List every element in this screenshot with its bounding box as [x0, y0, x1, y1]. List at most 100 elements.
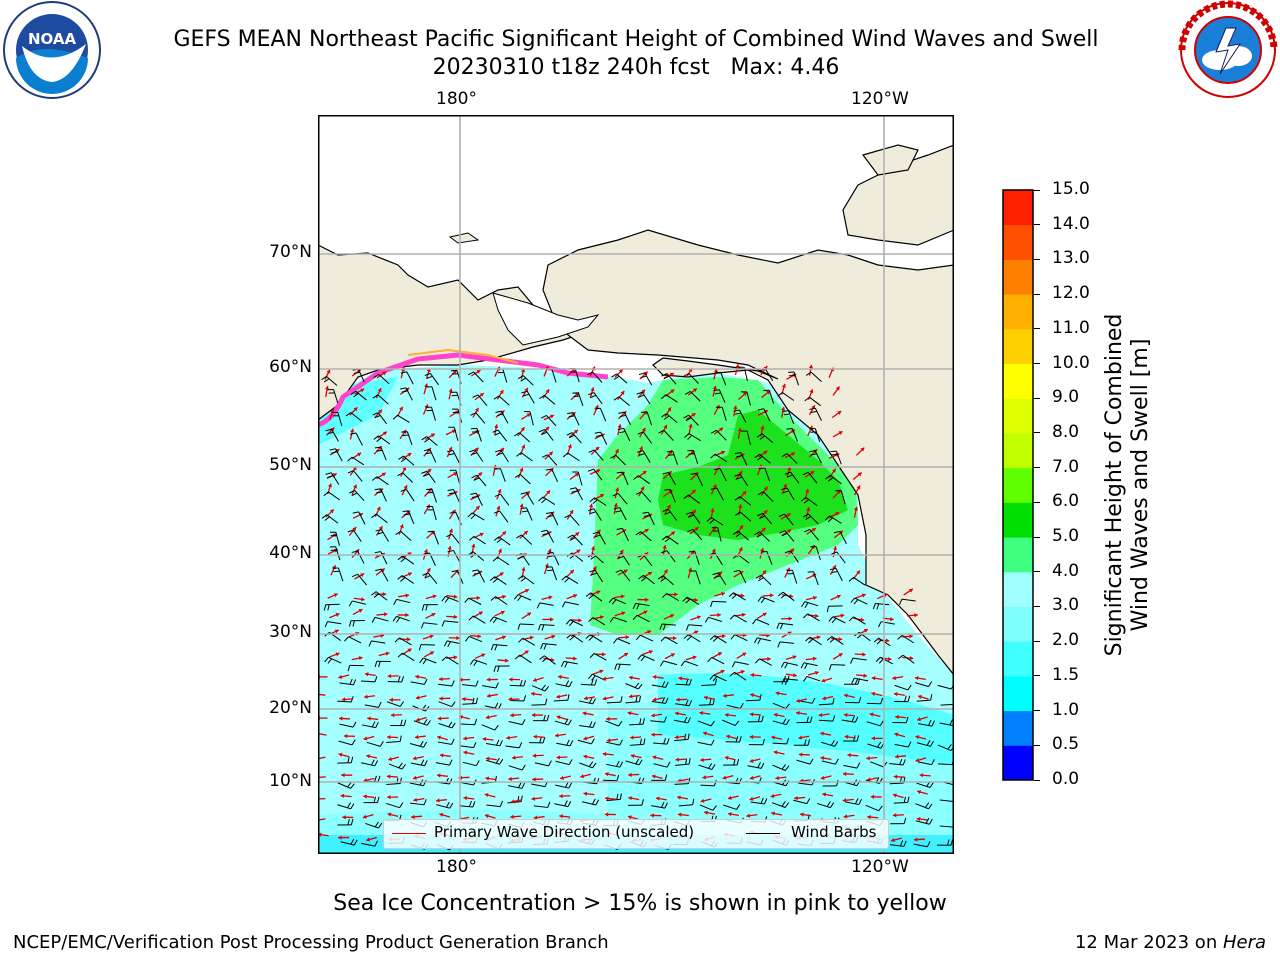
wind-barb-shaft — [726, 704, 741, 709]
wind-barb-flag — [566, 633, 572, 639]
colorbar-segment — [1003, 745, 1033, 781]
wind-barb-shaft — [599, 408, 607, 422]
wind-barb-shaft — [711, 517, 724, 526]
wave-direction-arrowhead — [763, 510, 768, 515]
wind-barb-flag — [810, 716, 813, 723]
wind-barb-shaft — [915, 803, 929, 810]
wind-barb-flag — [402, 510, 409, 513]
wave-direction-arrowhead — [814, 670, 819, 676]
wave-direction-arrowhead — [519, 503, 524, 508]
wave-direction-arrowhead — [866, 756, 870, 761]
wind-barb-flag — [498, 703, 502, 710]
colorbar-segment — [1003, 537, 1033, 573]
wind-barb-flag — [660, 577, 666, 582]
wave-direction-arrowhead — [559, 814, 563, 819]
wind-barb-flag — [378, 701, 382, 708]
wind-barb-flag — [899, 840, 904, 847]
wind-barb-flag — [850, 657, 854, 664]
wave-direction-arrowhead — [663, 424, 668, 429]
wave-direction-arrowhead — [720, 669, 725, 674]
wind-barb-shaft — [423, 657, 437, 664]
wind-barb-shaft — [720, 372, 727, 386]
wave-direction-arrowhead — [746, 813, 751, 818]
figure-title: GEFS MEAN Northeast Pacific Significant … — [173, 27, 1099, 52]
wind-barb-flag — [804, 529, 810, 533]
wind-barb-flag — [661, 535, 668, 541]
wind-barb-flag — [327, 658, 333, 664]
wind-barb-flag — [499, 758, 504, 765]
wave-field-4-5m — [658, 410, 848, 540]
wave-direction-arrow — [318, 732, 327, 736]
wind-barb-shaft — [509, 699, 524, 702]
wave-direction-arrowhead — [407, 572, 412, 577]
wind-barb-shaft — [339, 723, 354, 728]
wave-direction-arrowhead — [917, 694, 922, 700]
wind-barb-flag — [473, 660, 478, 667]
colorbar-segment — [1003, 467, 1033, 503]
wind-barb-shaft — [498, 395, 510, 406]
wind-barb-shaft — [782, 591, 795, 602]
wind-barb-flag — [373, 796, 377, 803]
wind-barb-flag — [541, 498, 547, 504]
wave-direction-arrowhead — [675, 757, 680, 762]
wind-barb-shaft — [340, 841, 355, 846]
wind-barb-flag — [827, 477, 834, 482]
wind-barb-flag — [779, 530, 786, 534]
wind-barb-flag — [804, 663, 808, 670]
wind-barb-shaft — [836, 551, 846, 564]
wind-barb-flag — [371, 759, 375, 766]
wind-barb-flag — [666, 738, 670, 745]
wind-barb-shaft — [916, 782, 931, 788]
wind-barb-flag — [564, 781, 569, 788]
wind-barb-flag — [423, 718, 428, 725]
land-alaska-canada — [542, 229, 954, 676]
wind-barb-flag — [423, 473, 430, 477]
wind-barb-flag — [447, 449, 454, 453]
wind-barb-flag — [930, 694, 933, 701]
wind-barb-shaft — [410, 802, 425, 806]
wind-barb-flag — [588, 449, 595, 453]
wave-direction-arrowhead — [712, 484, 717, 489]
wind-barb-flag — [347, 529, 354, 533]
wave-direction-arrowhead — [794, 795, 798, 801]
wave-direction-arrowhead — [763, 450, 768, 455]
wave-direction-arrowhead — [856, 485, 861, 490]
wind-barb-shaft — [458, 805, 473, 808]
wind-barb-flag — [425, 604, 428, 611]
wind-barb-flag — [686, 511, 693, 515]
wind-barb-flag — [657, 575, 664, 580]
colorbar-segment — [1003, 571, 1033, 607]
wave-direction-arrowhead — [526, 491, 530, 496]
wind-barb-flag — [496, 452, 503, 456]
wind-barb-flag — [425, 452, 432, 455]
wind-barb-flag — [564, 800, 568, 807]
wave-direction-arrowhead — [479, 532, 484, 537]
wind-barb-shaft — [461, 684, 477, 687]
wave-direction-arrowhead — [484, 813, 489, 819]
wind-barb-flag — [347, 456, 353, 462]
wind-barb-flag — [324, 657, 329, 663]
wind-barb-flag — [493, 536, 500, 541]
wind-barb-flag — [347, 781, 352, 788]
wind-barb-shaft — [668, 472, 676, 485]
wind-barb-shaft — [399, 637, 412, 646]
wave-direction-arrowhead — [620, 594, 625, 599]
wind-barb-shaft — [734, 614, 747, 623]
wind-barb-flag — [451, 680, 455, 687]
wind-barb-flag — [735, 532, 742, 538]
colorbar-tick-mark — [1034, 328, 1040, 330]
wave-direction-arrowhead — [334, 629, 339, 634]
colorbar-segment — [1003, 398, 1033, 434]
wave-direction-arrowhead — [499, 390, 504, 395]
wind-barb-shaft — [605, 741, 620, 746]
wave-direction-arrowhead — [531, 691, 535, 697]
wave-direction-arrowhead — [853, 506, 859, 511]
wind-barb-flag — [475, 697, 478, 704]
colorbar-tick-mark — [1034, 501, 1040, 503]
lat-label-40n: 40°N — [269, 543, 312, 563]
wave-direction-arrowhead — [381, 472, 386, 477]
wind-barb-shaft — [482, 685, 496, 689]
wave-direction-arrowhead — [700, 757, 704, 763]
wave-direction-arrowhead — [641, 389, 646, 394]
wave-direction-arrowhead — [544, 563, 549, 568]
